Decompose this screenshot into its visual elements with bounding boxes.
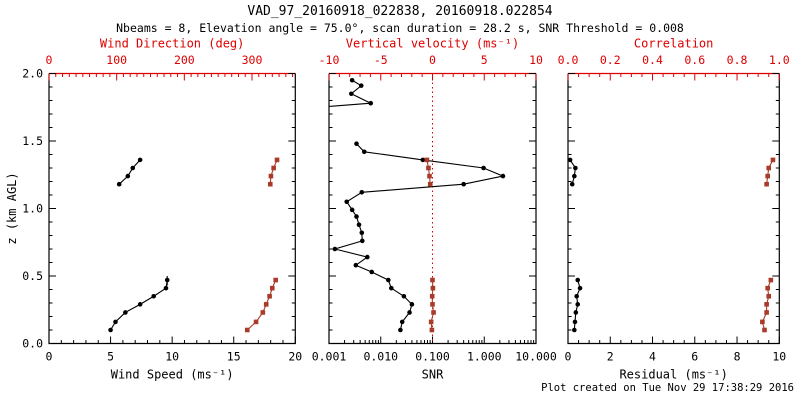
svg-text:-10: -10	[319, 53, 340, 67]
plot-title: VAD_97_20160918_022838, 20160918.022854	[247, 4, 553, 19]
svg-text:10: 10	[165, 350, 179, 364]
wind-panel-y-axis: 0.0 0.5 1.0 1.5 2.0	[22, 67, 296, 351]
residual-panel-data	[568, 157, 776, 333]
svg-text:0: 0	[429, 53, 436, 67]
snr-panel: 0.001 0.010 0.100 1.000 10.000 SNR -10 -5 0 5 10 Ve…	[312, 37, 557, 382]
svg-text:2.0: 2.0	[22, 67, 43, 81]
snr-panel-top-axis: -10 -5 0 5 10 Vertical velocity (ms⁻¹)	[319, 37, 543, 81]
svg-text:15: 15	[227, 350, 241, 364]
vertical-velocity-series	[424, 157, 436, 333]
wind-panel-data	[108, 157, 280, 333]
svg-text:200: 200	[174, 53, 195, 67]
svg-text:Residual (ms⁻¹): Residual (ms⁻¹)	[619, 368, 727, 382]
svg-text:1.000: 1.000	[467, 350, 502, 364]
svg-text:-5: -5	[374, 53, 388, 67]
svg-text:0: 0	[46, 53, 53, 67]
svg-text:0.0: 0.0	[558, 53, 579, 67]
svg-text:300: 300	[242, 53, 263, 67]
svg-text:100: 100	[106, 53, 127, 67]
snr-panel-bottom-axis: 0.001 0.010 0.100 1.000 10.000 SNR	[312, 336, 557, 382]
svg-text:0.010: 0.010	[363, 350, 398, 364]
residual-panel-top-axis: 0.0 0.2 0.4 0.6 0.8 1.0 Correlation	[558, 37, 790, 81]
svg-text:0.5: 0.5	[22, 269, 43, 283]
y-axis-label: z (km AGL)	[5, 172, 19, 244]
svg-text:0.100: 0.100	[415, 350, 450, 364]
residual-panel-bottom-axis: 0 2 4 6 8 10 Residual (ms⁻¹)	[565, 336, 786, 382]
svg-text:8: 8	[734, 350, 741, 364]
svg-text:1.5: 1.5	[22, 134, 43, 148]
footer-timestamp: Plot created on Tue Nov 29 17:38:29 2016	[541, 382, 794, 394]
svg-text:10.000: 10.000	[515, 350, 557, 364]
svg-text:1.0: 1.0	[22, 202, 43, 216]
svg-text:Wind Direction (deg): Wind Direction (deg)	[100, 37, 245, 51]
residual-series	[568, 157, 583, 333]
svg-text:0: 0	[46, 350, 53, 364]
svg-text:Correlation: Correlation	[634, 37, 713, 51]
svg-text:0.0: 0.0	[22, 337, 43, 351]
svg-text:0.4: 0.4	[642, 53, 663, 67]
svg-text:2: 2	[607, 350, 614, 364]
residual-panel-y-axis	[568, 73, 780, 344]
svg-text:SNR: SNR	[422, 368, 444, 382]
svg-text:Vertical velocity (ms⁻¹): Vertical velocity (ms⁻¹)	[346, 37, 519, 51]
svg-text:10: 10	[529, 53, 543, 67]
svg-text:Wind Speed (ms⁻¹): Wind Speed (ms⁻¹)	[111, 368, 234, 382]
wind-panel-top-axis: 0 100 200 300 Wind Direction (deg)	[46, 37, 294, 81]
correlation-series	[760, 157, 776, 333]
svg-text:10: 10	[772, 350, 786, 364]
wind-panel-frame	[48, 73, 296, 345]
svg-text:5: 5	[107, 350, 114, 364]
svg-text:0.2: 0.2	[600, 53, 621, 67]
snr-panel-data	[329, 73, 506, 344]
svg-text:0.6: 0.6	[684, 53, 705, 67]
snr-panel-y-axis	[329, 73, 536, 344]
wind-speed-series	[108, 157, 170, 333]
svg-text:5: 5	[481, 53, 488, 67]
svg-text:0.8: 0.8	[727, 53, 748, 67]
svg-text:0: 0	[565, 350, 572, 364]
residual-panel: 0 2 4 6 8 10 Residual (ms⁻¹) 0.0 0.2 0.4 0.6 0.8 1.0…	[558, 37, 790, 382]
snr-series	[329, 77, 506, 333]
wind-direction-series	[244, 157, 280, 333]
wind-panel: 0 5 10 15 20 Wind Speed (ms⁻¹) 0 100 200 300 Wind …	[5, 37, 302, 382]
plot-subtitle: Nbeams = 8, Elevation angle = 75.0°, sca…	[116, 21, 684, 35]
svg-text:0.001: 0.001	[312, 350, 347, 364]
svg-text:6: 6	[691, 350, 698, 364]
svg-text:20: 20	[288, 350, 302, 364]
residual-panel-frame	[567, 73, 780, 345]
svg-text:4: 4	[649, 350, 656, 364]
wind-panel-bottom-axis: 0 5 10 15 20 Wind Speed (ms⁻¹)	[46, 336, 302, 382]
svg-text:1.0: 1.0	[769, 53, 790, 67]
